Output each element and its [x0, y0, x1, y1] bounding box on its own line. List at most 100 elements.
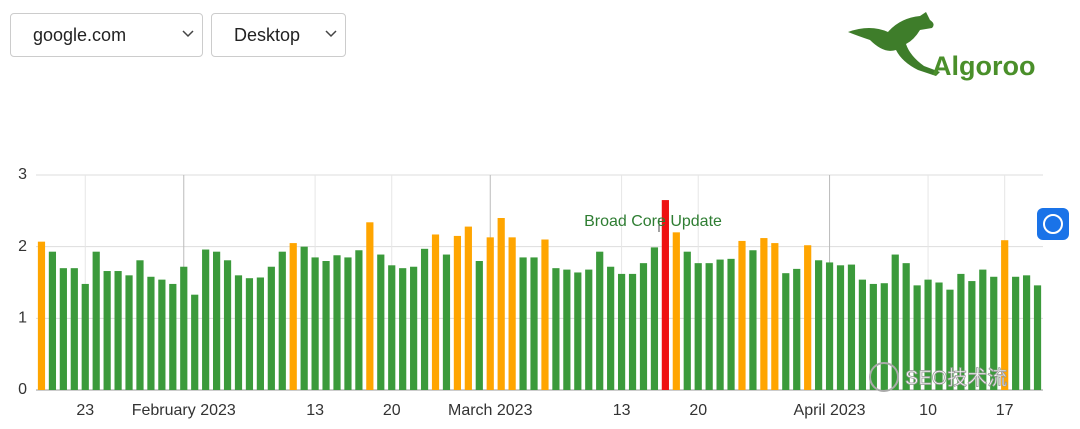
bar	[1033, 285, 1042, 390]
side-icon-glyph	[1043, 214, 1063, 234]
bar	[541, 239, 549, 390]
bar	[486, 237, 494, 390]
device-select[interactable]: Desktop	[211, 13, 346, 57]
bar	[136, 260, 144, 390]
bar	[661, 200, 669, 390]
bar	[267, 266, 275, 390]
bar	[81, 283, 89, 390]
bar	[727, 258, 735, 390]
bar	[552, 268, 560, 390]
y-tick-label: 2	[18, 238, 27, 255]
bar	[103, 271, 111, 390]
bar	[256, 277, 264, 390]
bar	[815, 260, 823, 390]
bar	[420, 248, 429, 390]
bar	[694, 263, 702, 390]
bar	[946, 289, 954, 390]
bar	[957, 273, 965, 390]
bar	[213, 251, 221, 390]
bar	[245, 278, 254, 390]
bar	[333, 255, 341, 390]
bar	[836, 265, 845, 390]
bar	[1022, 275, 1031, 390]
bar	[366, 222, 374, 390]
bar	[180, 266, 188, 390]
bar	[935, 282, 943, 390]
bar	[683, 251, 691, 390]
bar	[858, 279, 866, 390]
x-tick-label: 23	[76, 402, 94, 419]
bar	[760, 238, 768, 390]
bar	[672, 232, 680, 390]
bar	[453, 235, 462, 390]
bar	[344, 257, 352, 390]
bar	[1012, 276, 1020, 390]
kangaroo	[848, 12, 940, 76]
bar	[902, 263, 910, 390]
bar	[913, 285, 921, 390]
watermark: SEO技术流	[905, 366, 1007, 389]
bar	[125, 275, 133, 390]
side-icon[interactable]	[1037, 208, 1069, 240]
bar	[475, 261, 483, 390]
bar	[191, 294, 199, 390]
bar	[825, 262, 834, 390]
bar	[37, 241, 46, 390]
chevron	[325, 30, 337, 38]
domain-select[interactable]: google.com	[10, 13, 203, 57]
y-tick-label: 3	[18, 166, 27, 183]
bar	[924, 279, 932, 390]
x-tick-label: 13	[613, 402, 631, 419]
bar	[880, 283, 888, 390]
bar	[585, 269, 593, 390]
bar	[202, 249, 210, 390]
bar	[169, 283, 177, 390]
bar	[158, 279, 166, 390]
bar	[289, 243, 297, 390]
bar	[738, 240, 746, 390]
bar	[617, 273, 626, 390]
bar	[399, 268, 407, 390]
bar	[1001, 240, 1009, 390]
bar	[563, 269, 571, 390]
bar	[793, 268, 801, 390]
bar	[804, 245, 812, 390]
bar	[519, 257, 527, 390]
bar	[431, 234, 440, 390]
bar	[147, 276, 155, 390]
bar	[639, 263, 648, 390]
x-tick-label: March 2023	[448, 402, 533, 419]
logo: Algoroo	[848, 12, 1035, 81]
annotation: Broad Core Update	[584, 213, 722, 230]
y-tick-label: 1	[18, 310, 27, 327]
bar	[59, 268, 67, 390]
bar	[705, 263, 713, 390]
bar	[596, 251, 604, 390]
bar	[628, 273, 637, 390]
bar	[607, 266, 615, 390]
bar	[322, 261, 330, 390]
x-tick-label: 10	[919, 402, 937, 419]
bar	[990, 276, 998, 390]
bar	[968, 281, 976, 390]
bar	[410, 266, 418, 390]
bar	[442, 254, 451, 390]
bar	[223, 260, 232, 390]
bar	[508, 237, 516, 390]
logo-text: Algoroo	[932, 51, 1035, 81]
x-tick-label: April 2023	[794, 402, 866, 419]
bar	[377, 254, 385, 390]
bar	[464, 226, 472, 390]
bar	[771, 243, 779, 390]
x-tick-label: 20	[383, 402, 401, 419]
bar	[869, 283, 877, 390]
bar	[355, 250, 363, 390]
bar	[114, 271, 122, 390]
x-tick-label: 17	[996, 402, 1014, 419]
x-tick-label: February 2023	[132, 402, 236, 419]
bar	[749, 250, 757, 390]
bar	[497, 218, 505, 390]
bar	[847, 264, 856, 390]
